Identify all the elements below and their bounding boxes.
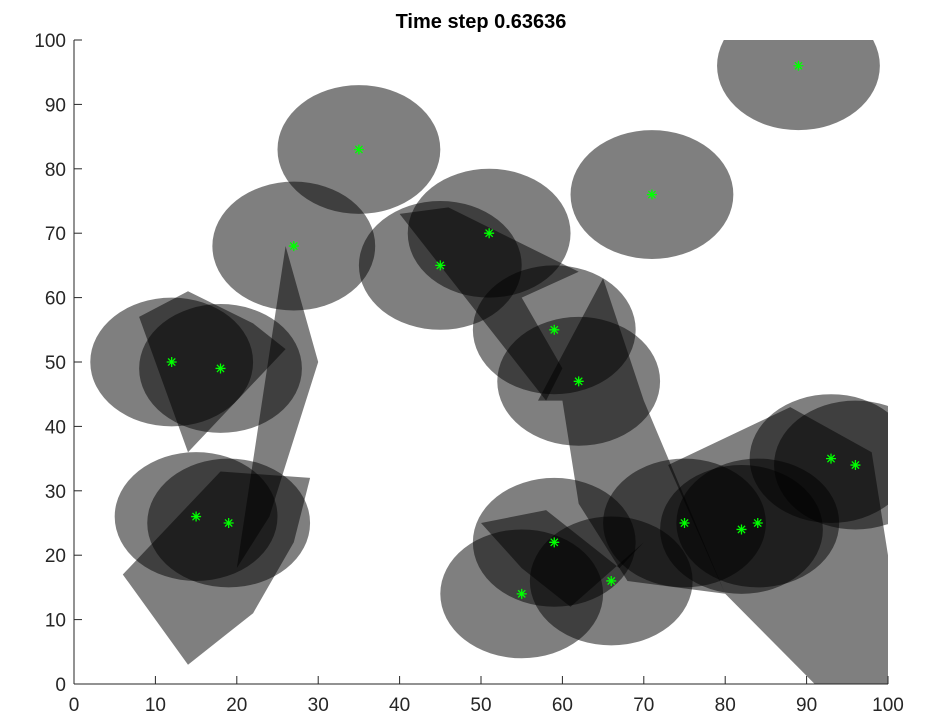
- y-tick-label: 60: [45, 289, 66, 310]
- x-tick-label: 50: [470, 695, 491, 716]
- y-tick-label: 50: [45, 353, 66, 374]
- robot-marker: [752, 518, 763, 528]
- sensing-wedge: [399, 207, 579, 401]
- x-tick-label: 20: [226, 695, 247, 716]
- axes: [73, 39, 889, 685]
- y-tick-label: 20: [45, 546, 66, 567]
- x-tick-label: 80: [715, 695, 736, 716]
- x-tick-label: 60: [552, 695, 573, 716]
- tick-labels: 0 10 20 30 40 50 60 70 80 90 100 0 10 20 30 40 50 60 70 80 9…: [34, 31, 904, 716]
- robot-marker: [435, 260, 446, 271]
- robot-marker: [793, 60, 804, 71]
- robot-marker: [516, 588, 527, 599]
- sensing-wedge: [668, 407, 888, 684]
- sensing-wedge: [122, 471, 311, 665]
- x-tick-label: 40: [389, 695, 410, 716]
- robot-marker: [353, 144, 364, 155]
- robot-marker: [679, 518, 690, 528]
- robot-marker: [484, 228, 495, 239]
- robot-marker: [288, 241, 299, 252]
- y-tick-label: 70: [45, 224, 66, 245]
- robot-marker: [191, 511, 202, 522]
- sensing-wedge: [538, 278, 726, 594]
- robot-marker: [736, 524, 747, 535]
- robot-marker: [850, 460, 861, 471]
- y-tick-label: 100: [34, 31, 66, 52]
- x-tick-label: 70: [633, 695, 654, 716]
- robot-marker: [549, 537, 560, 548]
- y-tick-label: 30: [45, 482, 66, 503]
- y-tick-label: 90: [45, 95, 66, 116]
- x-tick-label: 100: [872, 695, 904, 716]
- robot-marker: [166, 357, 177, 367]
- chart-title: Time step 0.63636: [396, 11, 567, 33]
- y-tick-label: 40: [45, 417, 66, 438]
- x-tick-label: 10: [145, 695, 166, 716]
- coverage-circle: [717, 40, 880, 131]
- x-tick-label: 0: [69, 695, 80, 716]
- robot-marker: [549, 324, 560, 335]
- y-tick-label: 80: [45, 160, 66, 181]
- robot-positions: [166, 60, 861, 599]
- robot-marker: [573, 376, 584, 387]
- x-tick-label: 30: [308, 695, 329, 716]
- robot-marker: [826, 453, 837, 464]
- y-tick-label: 10: [45, 611, 66, 632]
- y-tick-label: 0: [55, 675, 66, 696]
- robot-marker: [606, 575, 617, 586]
- robot-marker: [646, 189, 657, 200]
- coverage-regions: [90, 40, 888, 684]
- sensing-wedge: [139, 291, 286, 453]
- robot-marker: [223, 518, 234, 528]
- robot-marker: [215, 363, 226, 374]
- x-tick-label: 90: [796, 695, 817, 716]
- sensing-wedge: [481, 510, 644, 607]
